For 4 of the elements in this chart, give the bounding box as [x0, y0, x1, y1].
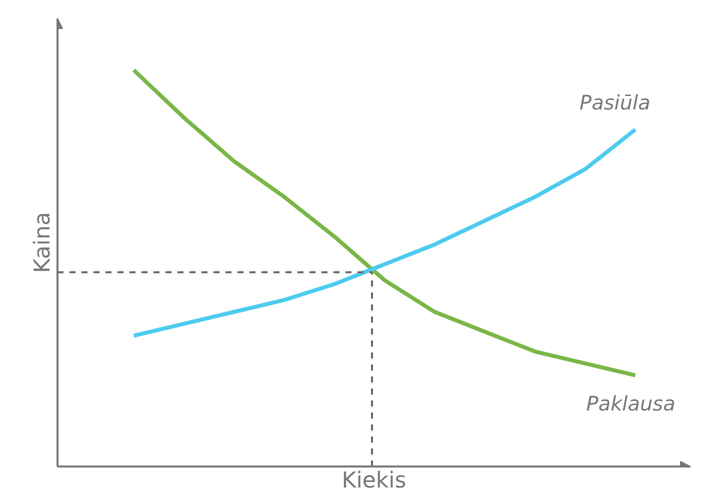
series-label: Paklausa [586, 391, 676, 416]
y-axis-title: Kaina [30, 212, 56, 274]
x-axis-title: Kiekis [342, 468, 406, 494]
series-label: Pasiūla [580, 90, 650, 115]
